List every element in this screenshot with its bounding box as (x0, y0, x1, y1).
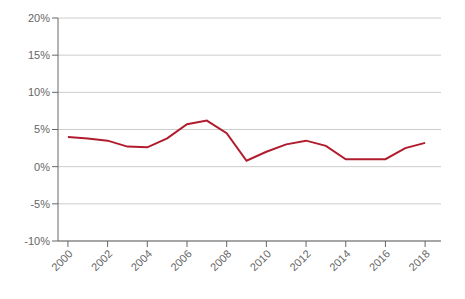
svg-text:15%: 15% (28, 49, 50, 61)
svg-text:2016: 2016 (367, 247, 393, 273)
svg-text:2002: 2002 (89, 247, 115, 273)
svg-text:-5%: -5% (30, 198, 50, 210)
svg-text:10%: 10% (28, 86, 50, 98)
svg-text:2000: 2000 (49, 247, 75, 273)
svg-text:5%: 5% (34, 123, 50, 135)
svg-text:20%: 20% (28, 12, 50, 24)
svg-text:2010: 2010 (248, 247, 274, 273)
svg-text:2012: 2012 (287, 247, 313, 273)
svg-text:2018: 2018 (406, 247, 432, 273)
svg-text:2008: 2008 (208, 247, 234, 273)
svg-text:0%: 0% (34, 161, 50, 173)
svg-text:2014: 2014 (327, 247, 353, 273)
svg-text:2006: 2006 (168, 247, 194, 273)
svg-text:2004: 2004 (128, 247, 154, 273)
svg-text:-10%: -10% (24, 235, 50, 247)
